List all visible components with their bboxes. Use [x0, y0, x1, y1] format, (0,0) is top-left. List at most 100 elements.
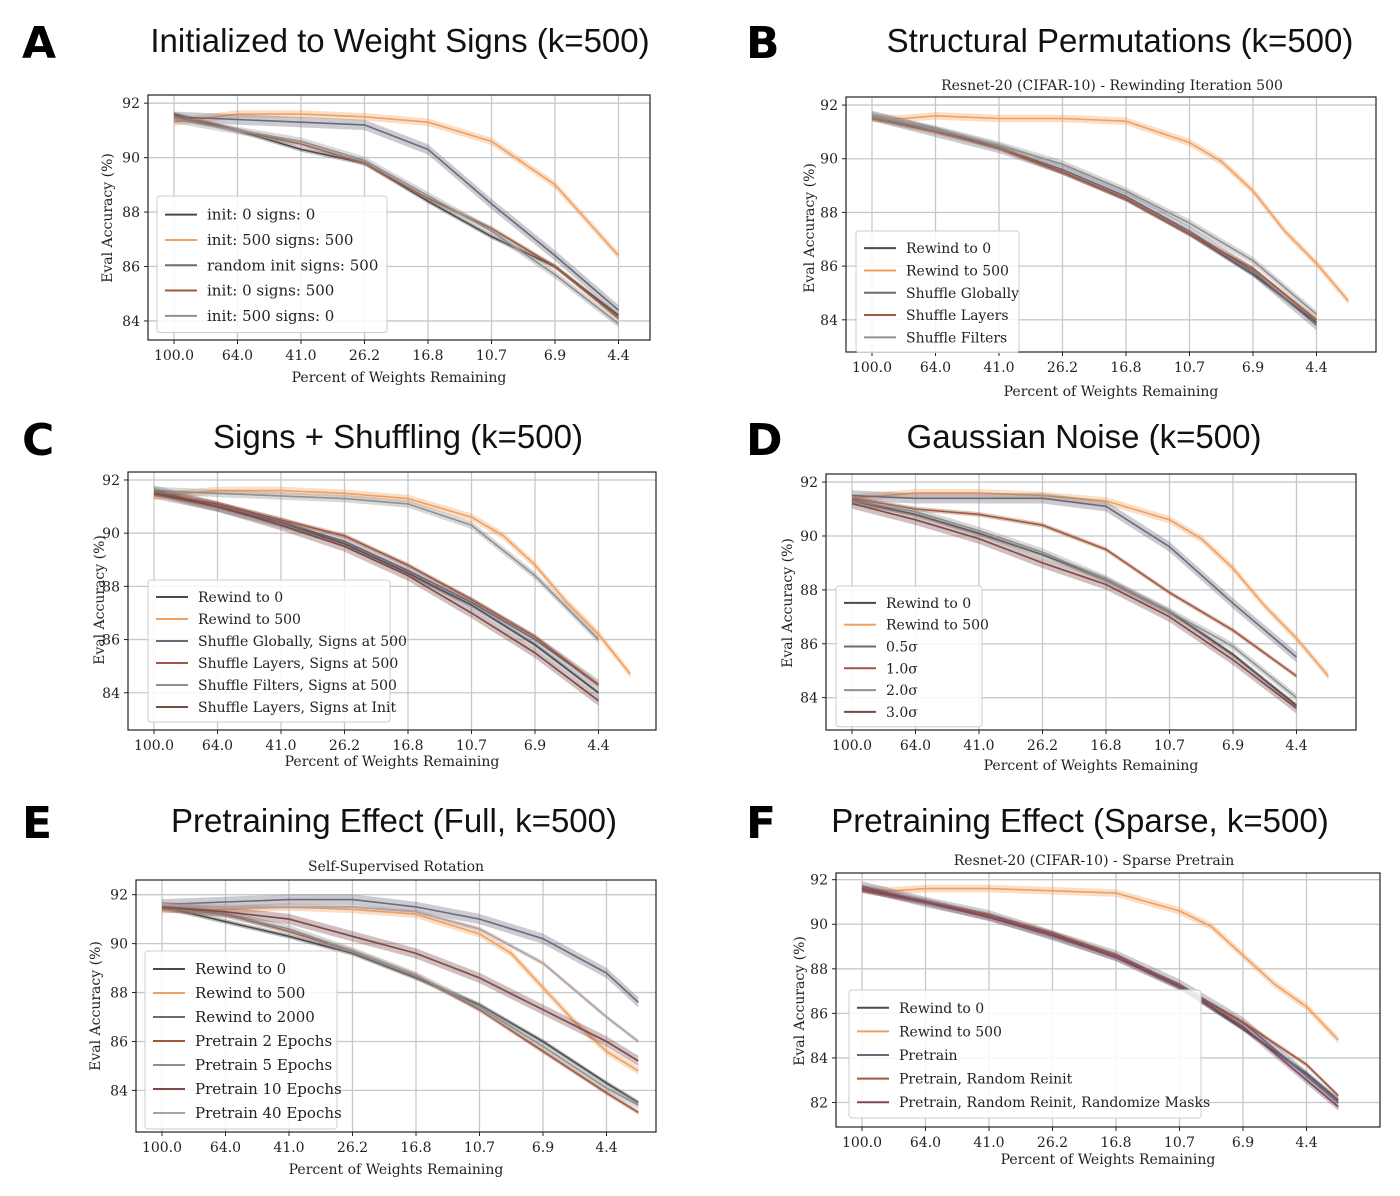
x-tick-label: 4.4 — [1305, 360, 1327, 376]
x-tick-label: 26.2 — [1037, 1135, 1068, 1151]
panel-f: F Pretraining Effect (Sparse, k=500) Resne… — [746, 798, 1381, 1168]
x-tick-label: 10.7 — [1174, 360, 1205, 376]
series-group — [861, 881, 1339, 1111]
panel-a: A Initialized to Weight Signs (k=500) 100.… — [22, 18, 651, 386]
y-axis-label: Eval Accuracy (%) — [92, 535, 108, 665]
x-tick-label: 100.0 — [142, 1140, 182, 1156]
series-line — [153, 489, 631, 675]
panel-letter: F — [746, 798, 776, 849]
y-tick-label: 90 — [810, 917, 828, 933]
y-tick-label: 84 — [800, 691, 818, 707]
y-axis-label: Eval Accuracy (%) — [88, 941, 104, 1071]
x-axis-label: Percent of Weights Remaining — [1004, 384, 1219, 400]
x-tick-label: 4.4 — [1285, 738, 1307, 754]
legend: Rewind to 0 Rewind to 500 Shuffle Globally… — [147, 579, 407, 723]
panel-title: Gaussian Noise (k=500) — [907, 418, 1262, 455]
series-group — [851, 489, 1329, 714]
y-tick-label: 92 — [800, 475, 818, 491]
series-line — [851, 500, 1298, 699]
x-tick-label: 64.0 — [222, 348, 253, 364]
series-line — [161, 906, 639, 1062]
legend-entry: Rewind to 500 — [198, 612, 301, 628]
axes-frame — [845, 96, 1377, 353]
x-tick-label: 41.0 — [973, 1135, 1004, 1151]
axes-frame — [147, 94, 651, 341]
legend-entry: Pretrain, Random Reinit — [899, 1072, 1073, 1088]
series-line — [173, 113, 619, 317]
series-line — [173, 116, 620, 311]
series-band — [852, 498, 1297, 714]
axes-frame — [135, 879, 657, 1133]
legend-entry: Shuffle Globally — [906, 286, 1019, 302]
x-tick-label: 100.0 — [842, 1135, 882, 1151]
axes-frame — [825, 473, 1357, 731]
legend-entry: random init signs: 500 — [207, 256, 378, 274]
legend-entry: Rewind to 500 — [195, 984, 305, 1002]
panel-letter: E — [22, 798, 52, 849]
chart-subtitle: Resnet-20 (CIFAR-10) - Rewinding Iterati… — [941, 78, 1283, 94]
panel-title: Structural Permutations (k=500) — [887, 22, 1354, 59]
series-group — [871, 110, 1349, 331]
panel-title: Signs + Shuffling (k=500) — [213, 418, 583, 455]
x-tick-label: 6.9 — [532, 1140, 554, 1156]
x-tick-label: 64.0 — [910, 1135, 941, 1151]
chart-subtitle: Self-Supervised Rotation — [308, 859, 484, 875]
x-tick-label: 10.7 — [476, 348, 507, 364]
y-tick-label: 90 — [820, 152, 838, 168]
y-tick-label: 88 — [810, 962, 828, 978]
series-line — [161, 898, 639, 1003]
x-tick-label: 100.0 — [154, 348, 194, 364]
legend-entry: Rewind to 2000 — [195, 1008, 315, 1026]
panel-title: Pretraining Effect (Sparse, k=500) — [831, 802, 1328, 839]
y-tick-label: 88 — [110, 986, 128, 1002]
series-line — [153, 492, 599, 686]
series-line — [871, 115, 1318, 316]
y-tick-label: 90 — [110, 937, 128, 953]
legend-entry: init: 0 signs: 500 — [207, 282, 334, 300]
y-tick-label: 82 — [810, 1095, 828, 1111]
legend: init: 0 signs: 0 init: 500 signs: 500 rand… — [156, 195, 388, 333]
series-line — [173, 113, 620, 257]
series-line — [861, 887, 1339, 1108]
legend-entry: Rewind to 500 — [886, 618, 989, 634]
x-tick-label: 6.9 — [1222, 738, 1244, 754]
panel-e: E Pretraining Effect (Full, k=500) Self-Su… — [22, 798, 657, 1178]
panel-d: D Gaussian Noise (k=500) 100.0 64.0 41.0 26.2… — [746, 415, 1357, 774]
legend-entry: 1.0σ — [886, 661, 918, 677]
legend-entry: Rewind to 0 — [906, 241, 991, 257]
legend-entry: Rewind to 500 — [899, 1024, 1002, 1040]
legend-box — [855, 230, 1020, 353]
x-axis-label: Percent of Weights Remaining — [285, 754, 500, 770]
panel-title: Pretraining Effect (Full, k=500) — [171, 802, 617, 839]
series-line — [871, 117, 1318, 321]
legend: Rewind to 0 Rewind to 500 Pretrain Pretrain… — [848, 989, 1210, 1119]
y-tick-label: 84 — [820, 313, 838, 329]
series-band — [154, 485, 599, 690]
series-line — [161, 906, 639, 1104]
x-tick-label: 26.2 — [1047, 360, 1078, 376]
x-tick-label: 16.8 — [1100, 1135, 1131, 1151]
y-tick-label: 90 — [800, 529, 818, 545]
series-line — [153, 492, 599, 702]
legend-entry: Rewind to 0 — [198, 590, 283, 606]
y-tick-label: 92 — [102, 473, 120, 489]
y-tick-label: 88 — [122, 205, 140, 221]
y-tick-label: 88 — [820, 205, 838, 221]
x-tick-label: 4.4 — [607, 348, 629, 364]
panel-b: B Structural Permutations (k=500) Resnet-2… — [746, 18, 1377, 400]
x-axis-label: Percent of Weights Remaining — [289, 1162, 504, 1178]
x-axis-label: Percent of Weights Remaining — [1001, 1152, 1216, 1168]
axes-frame — [127, 471, 657, 731]
x-tick-label: 10.7 — [1164, 1135, 1195, 1151]
y-tick-label: 86 — [810, 1006, 828, 1022]
legend-box — [144, 950, 338, 1130]
y-tick-label: 90 — [122, 151, 140, 167]
y-tick-label: 86 — [102, 633, 120, 649]
panel-letter: D — [746, 415, 783, 466]
legend-entry: Rewind to 0 — [886, 596, 971, 612]
x-tick-label: 16.8 — [400, 1140, 431, 1156]
x-tick-label: 16.8 — [1110, 360, 1141, 376]
legend-entry: init: 0 signs: 0 — [207, 206, 315, 224]
legend-box — [147, 579, 391, 723]
legend-entry: 0.5σ — [886, 640, 918, 656]
